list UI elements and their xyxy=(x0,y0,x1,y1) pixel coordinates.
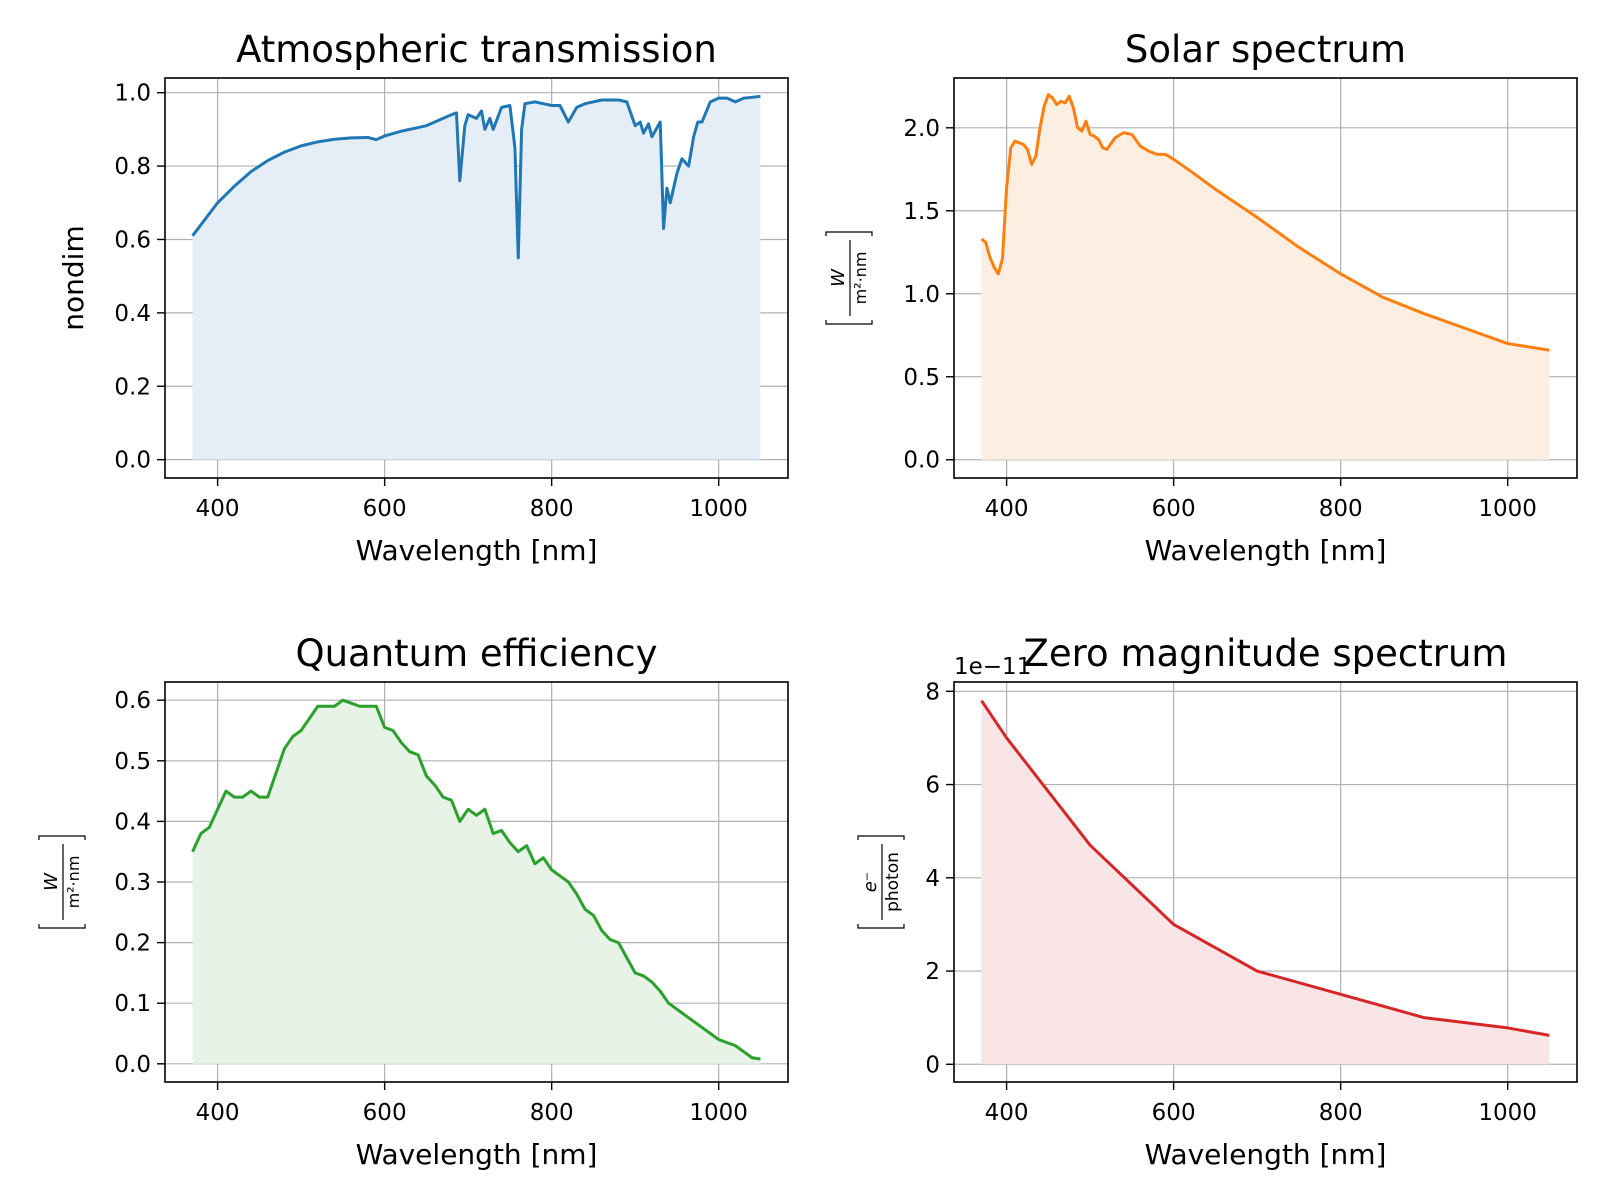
y-axis-label: nondim xyxy=(57,225,90,330)
x-tick-label: 400 xyxy=(196,1100,240,1126)
series-line xyxy=(980,93,1550,352)
y-tick-label: 0.4 xyxy=(114,809,151,835)
y-tick-label: 6 xyxy=(925,773,940,799)
chart-title: Solar spectrum xyxy=(1125,28,1406,71)
x-tick-label: 800 xyxy=(530,1100,574,1126)
chart-panel-4: 400 600 800 1000 0 2 4 6 8 Zero magnitude spectru… xyxy=(857,632,1578,1171)
x-tick-label: 400 xyxy=(985,496,1029,522)
x-axis-label: Wavelength [nm] xyxy=(1145,1138,1387,1171)
series-line xyxy=(191,698,761,1061)
y-tick-label: 0.0 xyxy=(114,448,151,474)
y-axis-label-numerator: W xyxy=(828,268,849,287)
y-tick-label: 0.1 xyxy=(114,991,151,1017)
chart-panel-1: 400 600 800 1000 0.0 0.2 0.4 0.6 0.8 1.0 Atmospher… xyxy=(57,28,789,567)
y-axis-label-denominator: m²·nm xyxy=(851,252,870,305)
y-tick-label: 0.6 xyxy=(114,688,151,714)
x-tick-label: 600 xyxy=(363,496,407,522)
y-axis-label-numerator: W xyxy=(41,872,62,891)
y-tick-label: 0 xyxy=(925,1052,940,1078)
x-tick-label: 800 xyxy=(1319,1100,1363,1126)
left-bracket xyxy=(38,924,86,929)
x-tick-label: 400 xyxy=(196,496,240,522)
series-fill-area xyxy=(192,700,761,1064)
y-tick-label: 0.8 xyxy=(114,154,151,180)
right-bracket xyxy=(825,231,873,236)
y-tick-label: 0.0 xyxy=(903,448,940,474)
x-axis-label: Wavelength [nm] xyxy=(356,1138,598,1171)
y-tick-label: 2.0 xyxy=(903,116,940,142)
left-bracket xyxy=(825,320,873,325)
x-tick-label: 600 xyxy=(1152,496,1196,522)
y-tick-label: 0.0 xyxy=(114,1052,151,1078)
series-line xyxy=(980,699,1550,1037)
chart-title: Quantum efficiency xyxy=(295,632,657,675)
chart-title: Zero magnitude spectrum xyxy=(1024,632,1508,675)
right-bracket xyxy=(857,835,905,840)
y-axis-label: e⁻ photon xyxy=(857,835,905,929)
axes-frame xyxy=(953,681,1578,1083)
y-tick-label: 1.0 xyxy=(903,282,940,308)
x-tick-label: 1000 xyxy=(689,1100,748,1126)
y-axis-label-numerator: e⁻ xyxy=(860,872,881,893)
chart-title: Atmospheric transmission xyxy=(236,28,717,71)
y-tick-label: 0.5 xyxy=(903,365,940,391)
y-axis-label-text: nondim xyxy=(57,225,90,330)
chart-panel-2: 400 600 800 1000 0.0 0.5 1.0 1.5 2.0 Solar spectr… xyxy=(825,28,1578,567)
axes-frame xyxy=(164,77,789,479)
axes-frame xyxy=(953,77,1578,479)
x-tick-label: 800 xyxy=(1319,496,1363,522)
series-fill-area xyxy=(981,700,1550,1065)
x-axis-label: Wavelength [nm] xyxy=(356,534,598,567)
y-tick-label: 0.6 xyxy=(114,227,151,253)
right-bracket xyxy=(38,835,86,840)
y-tick-label: 0.5 xyxy=(114,749,151,775)
series-fill-area xyxy=(192,96,761,460)
y-tick-label: 0.4 xyxy=(114,301,151,327)
y-axis-label-denominator: m²·nm xyxy=(64,856,83,909)
x-axis-label: Wavelength [nm] xyxy=(1145,534,1387,567)
chart-panel-3: 400 600 800 1000 0.0 0.1 0.2 0.3 0.4 0.5 0.6 Quantu… xyxy=(38,632,789,1171)
x-tick-label: 400 xyxy=(985,1100,1029,1126)
x-tick-label: 600 xyxy=(363,1100,407,1126)
y-tick-label: 0.2 xyxy=(114,374,151,400)
y-tick-label: 4 xyxy=(925,866,940,892)
y-tick-label: 8 xyxy=(925,679,940,705)
x-tick-label: 1000 xyxy=(689,496,748,522)
x-tick-label: 1000 xyxy=(1478,496,1537,522)
y-tick-label: 0.3 xyxy=(114,870,151,896)
y-tick-label: 1.0 xyxy=(114,81,151,107)
series-fill-area xyxy=(981,94,1550,460)
y-tick-label: 2 xyxy=(925,959,940,985)
y-axis-label-denominator: photon xyxy=(883,852,903,912)
y-tick-label: 1.5 xyxy=(903,199,940,225)
left-bracket xyxy=(857,924,905,929)
x-tick-label: 800 xyxy=(530,496,574,522)
x-tick-label: 1000 xyxy=(1478,1100,1537,1126)
axis-offset-text: 1e−11 xyxy=(954,654,1031,680)
y-tick-label: 0.2 xyxy=(114,931,151,957)
series-line xyxy=(191,94,761,260)
x-tick-label: 600 xyxy=(1152,1100,1196,1126)
